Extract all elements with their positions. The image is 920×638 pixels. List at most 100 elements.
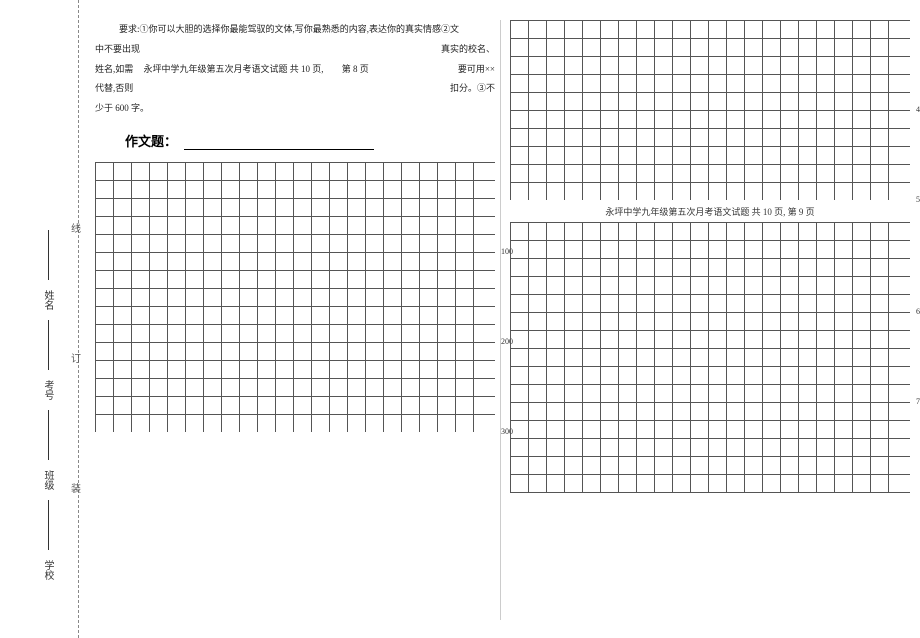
grid-cell[interactable] (601, 147, 619, 164)
grid-cell[interactable] (655, 295, 673, 312)
grid-cell[interactable] (853, 331, 871, 348)
grid-cell[interactable] (402, 379, 420, 396)
grid-cell[interactable] (511, 111, 529, 128)
grid-cell[interactable] (168, 271, 186, 288)
grid-cell[interactable] (673, 147, 691, 164)
grid-cell[interactable] (871, 147, 889, 164)
grid-cell[interactable] (799, 403, 817, 420)
grid-cell[interactable] (655, 277, 673, 294)
grid-cell[interactable] (438, 181, 456, 198)
grid-cell[interactable] (222, 361, 240, 378)
grid-cell[interactable] (565, 385, 583, 402)
grid-cell[interactable] (817, 313, 835, 330)
grid-cell[interactable] (511, 439, 529, 456)
grid-cell[interactable] (835, 241, 853, 258)
grid-cell[interactable] (583, 277, 601, 294)
grid-cell[interactable] (763, 39, 781, 56)
grid-cell[interactable] (294, 379, 312, 396)
grid-cell[interactable] (240, 271, 258, 288)
grid-cell[interactable] (583, 475, 601, 492)
grid-cell[interactable] (330, 415, 348, 432)
grid-cell[interactable] (745, 457, 763, 474)
grid-cell[interactable] (601, 475, 619, 492)
grid-cell[interactable] (673, 223, 691, 240)
grid-row[interactable] (510, 222, 910, 240)
grid-cell[interactable] (511, 129, 529, 146)
grid-cell[interactable] (709, 75, 727, 92)
grid-cell[interactable] (799, 313, 817, 330)
grid-cell[interactable] (817, 421, 835, 438)
grid-cell[interactable] (601, 259, 619, 276)
grid-cell[interactable] (547, 39, 565, 56)
grid-cell[interactable] (511, 403, 529, 420)
grid-cell[interactable] (384, 253, 402, 270)
grid-cell[interactable] (583, 57, 601, 74)
grid-cell[interactable] (420, 217, 438, 234)
grid-cell[interactable] (529, 403, 547, 420)
grid-cell[interactable] (529, 183, 547, 200)
grid-cell[interactable] (637, 331, 655, 348)
grid-cell[interactable] (456, 163, 474, 180)
grid-cell[interactable] (366, 235, 384, 252)
grid-cell[interactable] (691, 21, 709, 38)
grid-cell[interactable] (456, 307, 474, 324)
grid-cell[interactable] (601, 129, 619, 146)
grid-cell[interactable] (655, 313, 673, 330)
grid-row[interactable] (510, 330, 910, 348)
grid-cell[interactable] (745, 129, 763, 146)
grid-cell[interactable] (240, 325, 258, 342)
grid-cell[interactable] (637, 277, 655, 294)
grid-cell[interactable] (799, 295, 817, 312)
grid-cell[interactable] (384, 361, 402, 378)
grid-cell[interactable] (817, 93, 835, 110)
grid-cell[interactable] (222, 199, 240, 216)
grid-cell[interactable] (258, 271, 276, 288)
grid-cell[interactable] (420, 307, 438, 324)
grid-cell[interactable] (384, 199, 402, 216)
grid-cell[interactable] (529, 39, 547, 56)
grid-cell[interactable] (655, 39, 673, 56)
grid-cell[interactable] (204, 271, 222, 288)
grid-cell[interactable] (438, 271, 456, 288)
grid-cell[interactable] (691, 183, 709, 200)
grid-cell[interactable] (727, 183, 745, 200)
grid-block[interactable]: 200 (95, 252, 495, 342)
grid-cell[interactable] (745, 403, 763, 420)
grid-row[interactable] (95, 198, 495, 216)
grid-cell[interactable] (799, 349, 817, 366)
grid-cell[interactable] (835, 165, 853, 182)
grid-cell[interactable] (348, 217, 366, 234)
grid-cell[interactable] (348, 181, 366, 198)
grid-cell[interactable] (529, 367, 547, 384)
grid-cell[interactable] (817, 331, 835, 348)
grid-cell[interactable] (619, 129, 637, 146)
grid-cell[interactable] (601, 313, 619, 330)
grid-cell[interactable] (583, 93, 601, 110)
grid-cell[interactable] (619, 331, 637, 348)
grid-cell[interactable] (709, 277, 727, 294)
grid-cell[interactable] (222, 217, 240, 234)
grid-cell[interactable] (817, 403, 835, 420)
grid-cell[interactable] (763, 129, 781, 146)
grid-cell[interactable] (456, 343, 474, 360)
grid-cell[interactable] (402, 415, 420, 432)
grid-cell[interactable] (330, 181, 348, 198)
grid-cell[interactable] (835, 475, 853, 492)
grid-cell[interactable] (781, 183, 799, 200)
grid-cell[interactable] (853, 421, 871, 438)
grid-cell[interactable] (583, 183, 601, 200)
grid-row[interactable] (510, 240, 910, 258)
grid-cell[interactable] (691, 295, 709, 312)
grid-row[interactable] (510, 110, 910, 128)
grid-cell[interactable] (402, 343, 420, 360)
grid-cell[interactable] (763, 57, 781, 74)
grid-cell[interactable] (817, 367, 835, 384)
grid-cell[interactable] (637, 39, 655, 56)
grid-cell[interactable] (565, 313, 583, 330)
grid-cell[interactable] (601, 331, 619, 348)
grid-cell[interactable] (691, 403, 709, 420)
grid-cell[interactable] (565, 457, 583, 474)
grid-cell[interactable] (871, 421, 889, 438)
grid-cell[interactable] (420, 163, 438, 180)
grid-cell[interactable] (168, 415, 186, 432)
